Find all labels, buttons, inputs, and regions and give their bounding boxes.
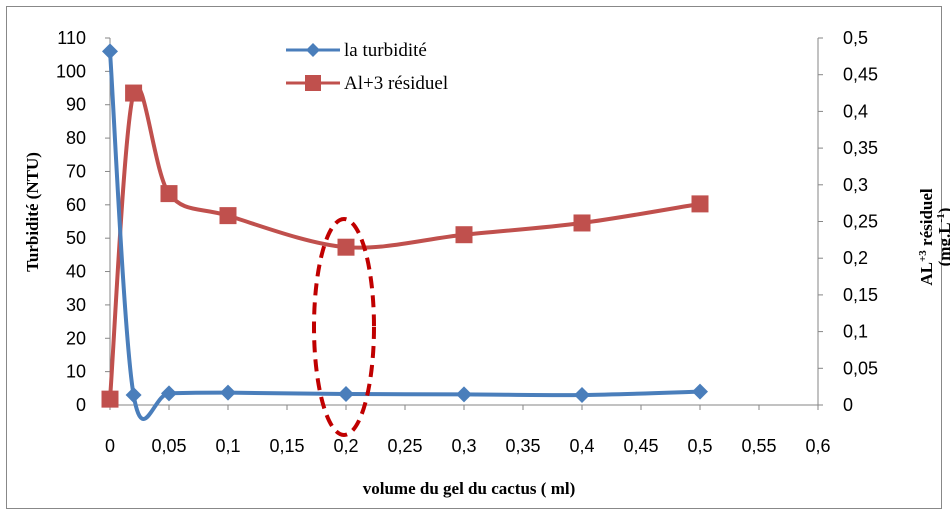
- right-y-tick-label: 0,5: [843, 28, 868, 48]
- data-point-square: [125, 84, 143, 102]
- legend: la turbidité Al+3 résiduel: [286, 40, 448, 94]
- data-point-square: [691, 195, 709, 213]
- data-point-square: [455, 226, 473, 244]
- y-axis-title: Turbidité (NTU): [23, 152, 42, 272]
- legend-item-aluminium: Al+3 résiduel: [286, 73, 448, 94]
- right-y-tick-label: 0,2: [843, 248, 868, 268]
- data-point-diamond: [161, 385, 177, 402]
- y2-title-superscript: +3: [917, 250, 929, 262]
- right-y-tick-label: 0,05: [843, 358, 878, 378]
- chart-frame: [6, 6, 942, 509]
- x-tick-label: 0,05: [151, 436, 186, 456]
- x-tick-label: 0,55: [741, 436, 776, 456]
- left-y-tick-label: 40: [66, 262, 86, 282]
- left-y-tick-label: 90: [66, 95, 86, 115]
- right-y-tick-label: 0,25: [843, 212, 878, 232]
- data-point-square: [573, 214, 591, 232]
- x-tick-label: 0,25: [387, 436, 422, 456]
- data-point-diamond: [456, 386, 472, 403]
- annotation-layer: [312, 217, 376, 437]
- x-tick-label: 0,3: [451, 436, 476, 456]
- right-y-ticks: 0 0,05 0,1 0,15 0,2 0,25 0,3 0,35 0,4 0,45 0,5: [818, 28, 878, 415]
- y2-title-part-c: résiduel: [917, 188, 936, 250]
- series-line: [108, 51, 701, 421]
- data-point-diamond: [125, 386, 142, 403]
- left-y-tick-label: 70: [66, 161, 86, 181]
- right-y-tick-label: 0: [843, 395, 853, 415]
- data-point-diamond: [338, 385, 354, 402]
- left-y-tick-label: 60: [66, 195, 86, 215]
- left-y-tick-label: 30: [66, 295, 86, 315]
- legend-item-turbidity: la turbidité: [286, 40, 427, 61]
- right-y-tick-label: 0,1: [843, 322, 868, 342]
- data-point-diamond: [692, 383, 708, 400]
- x-tick-label: 0,45: [623, 436, 658, 456]
- right-y-tick-label: 0,3: [843, 175, 868, 195]
- x-tick-label: 0,15: [269, 436, 304, 456]
- left-y-tick-label: 80: [66, 128, 86, 148]
- left-y-tick-label: 0: [76, 395, 86, 415]
- data-point-square: [219, 207, 237, 225]
- x-axis-title: volume du gel du cactus ( ml): [363, 479, 576, 498]
- highlight-ellipse: [312, 217, 376, 437]
- x-tick-label: 0: [105, 436, 115, 456]
- right-y-tick-label: 0,45: [843, 65, 878, 85]
- data-point-square: [101, 390, 119, 408]
- y2-unit-part-c: ): [935, 208, 950, 214]
- y2-unit-superscript: -1: [935, 213, 947, 222]
- left-y-tick-label: 20: [66, 328, 86, 348]
- legend-label-turbidity: la turbidité: [344, 40, 427, 61]
- legend-marker-diamond: [306, 43, 320, 57]
- data-point-diamond: [220, 384, 236, 401]
- series-layer: [101, 43, 709, 421]
- right-y-tick-label: 0,4: [843, 101, 868, 121]
- series-aluminium: [101, 84, 709, 408]
- right-y-tick-label: 0,35: [843, 138, 878, 158]
- data-point-diamond: [102, 43, 118, 60]
- left-y-tick-label: 100: [56, 61, 86, 81]
- y2-unit-part-a: (mg.L: [935, 222, 950, 266]
- left-y-tick-label: 50: [66, 228, 86, 248]
- data-point-diamond: [574, 386, 590, 403]
- x-tick-label: 0,4: [569, 436, 594, 456]
- y2-axis-title-line2: (mg.L-1): [935, 208, 950, 267]
- left-y-tick-label: 10: [66, 362, 86, 382]
- y2-axis-title-line1: AL+3 résiduel: [917, 188, 936, 286]
- left-y-tick-label: 110: [57, 28, 86, 48]
- x-ticks: 0 0,05 0,1 0,15 0,2 0,25 0,3 0,35 0,4 0,45 0,5 0,55…: [105, 405, 831, 456]
- data-point-square: [337, 238, 355, 256]
- legend-marker-square: [305, 75, 321, 91]
- legend-label-aluminium: Al+3 résiduel: [344, 73, 448, 94]
- series-turbidity: [102, 43, 708, 421]
- right-y-tick-label: 0,15: [843, 285, 878, 305]
- y2-title-part-a: AL: [917, 262, 936, 286]
- left-y-ticks: 0 10 20 30 40 50 60 70 80 90 100 110: [56, 28, 110, 415]
- series-line: [108, 85, 701, 400]
- x-tick-label: 0,1: [215, 436, 240, 456]
- x-tick-label: 0,35: [505, 436, 540, 456]
- x-tick-label: 0,5: [687, 436, 712, 456]
- data-point-square: [160, 185, 178, 203]
- x-tick-label: 0,6: [805, 436, 830, 456]
- x-tick-label: 0,2: [333, 436, 358, 456]
